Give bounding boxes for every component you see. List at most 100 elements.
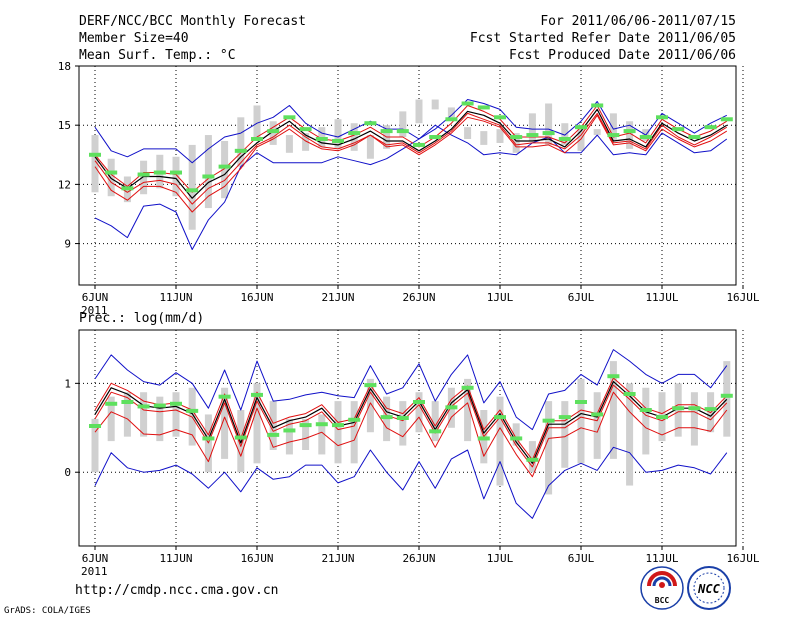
- ensemble-mean-marker: [494, 115, 506, 120]
- ensemble-mean-marker: [170, 401, 182, 406]
- ensemble-spread-bar: [140, 160, 148, 195]
- ensemble-mean-marker: [234, 148, 247, 153]
- ensemble-spread-bar: [431, 99, 439, 110]
- ensemble-spread-bar: [107, 396, 115, 442]
- ensemble-spread-bar: [123, 392, 131, 437]
- ensemble-spread-bar: [577, 378, 585, 464]
- ensemble-mean-marker: [688, 406, 701, 411]
- ensemble-mean-marker: [315, 422, 328, 427]
- ensemble-mean-marker: [494, 415, 506, 420]
- x-tick-label: 11JUL: [645, 552, 678, 565]
- ensemble-mean-marker: [105, 170, 118, 175]
- ensemble-mean-marker: [380, 129, 393, 134]
- ensemble-mean-marker: [688, 135, 701, 140]
- variable-label: Mean Surf. Temp.: °C: [79, 48, 236, 63]
- ensemble-spread-bar: [91, 418, 99, 473]
- ensemble-spread-bar: [464, 378, 472, 442]
- ensemble-mean-marker: [445, 117, 458, 122]
- x-year-label: 2011: [81, 304, 108, 317]
- ensemble-spread-bar: [431, 401, 439, 442]
- ensemble-mean-marker: [704, 407, 717, 412]
- ensemble-mean-marker: [348, 417, 361, 422]
- ensemble-spread-bar: [204, 135, 212, 209]
- forecast-period: For 2011/06/06-2011/07/15: [540, 14, 736, 29]
- svg-text:BCC: BCC: [655, 596, 670, 605]
- ensemble-mean-marker: [461, 385, 474, 390]
- outer-band-lower-line: [94, 124, 728, 250]
- outer-band-upper-line: [94, 349, 728, 431]
- ensemble-spread-bar: [609, 361, 617, 459]
- ensemble-mean-marker: [542, 131, 555, 136]
- ensemble-mean-marker: [461, 101, 474, 106]
- ensemble-spread-bar: [366, 135, 374, 159]
- inner-band-lower-line: [94, 391, 728, 478]
- ensemble-spread-bar: [269, 401, 277, 450]
- x-tick-label: 16JUN: [240, 291, 273, 304]
- ensemble-mean-marker: [332, 138, 344, 143]
- ensemble-mean-marker: [348, 131, 361, 136]
- median-line: [94, 381, 728, 464]
- ensemble-mean-marker: [591, 412, 604, 417]
- ensemble-mean-marker: [591, 103, 604, 108]
- ensemble-mean-marker: [202, 436, 215, 441]
- x-tick-label: 1JUL: [487, 552, 514, 565]
- ensemble-spread-bar: [690, 392, 698, 446]
- ensemble-spread-bar: [593, 129, 601, 136]
- y-tick-label: 1: [64, 377, 71, 390]
- ensemble-mean-marker: [283, 428, 296, 433]
- ensemble-spread-bar: [366, 378, 374, 433]
- source-url[interactable]: http://cmdp.ncc.cma.gov.cn: [75, 583, 279, 598]
- x-tick-label: 21JUN: [321, 552, 354, 565]
- ensemble-spread-bar: [253, 105, 261, 138]
- ensemble-spread-bar: [172, 392, 180, 437]
- ensemble-mean-marker: [332, 423, 344, 428]
- y-tick-label: 18: [58, 60, 71, 73]
- grads-credit: GrADS: COLA/IGES: [4, 606, 91, 616]
- ensemble-mean-marker: [704, 125, 717, 130]
- ensemble-mean-marker: [526, 457, 539, 462]
- ensemble-mean-marker: [137, 172, 150, 177]
- ensemble-spread-bar: [285, 135, 293, 153]
- ensemble-spread-bar: [415, 99, 423, 124]
- ensemble-spread-bar: [642, 387, 650, 455]
- ensemble-spread-bar: [91, 135, 99, 193]
- ensemble-mean-marker: [267, 129, 280, 134]
- plot-frame: [78, 329, 737, 547]
- svg-text:NCC: NCC: [697, 582, 720, 596]
- ensemble-spread-bar: [577, 125, 585, 151]
- ensemble-spread-bar: [253, 383, 261, 464]
- ensemble-mean-marker: [413, 142, 425, 147]
- outer-band-upper-line: [94, 99, 728, 164]
- x-tick-label: 6JUN: [82, 552, 109, 565]
- ensemble-mean-marker: [396, 129, 409, 134]
- y-tick-label: 12: [58, 178, 71, 191]
- ensemble-mean-marker: [364, 383, 377, 388]
- ensemble-mean-marker: [283, 115, 296, 120]
- ensemble-mean-marker: [315, 137, 328, 141]
- ensemble-mean-marker: [720, 393, 733, 398]
- ensemble-mean-marker: [186, 188, 199, 193]
- x-tick-label: 6JUN: [82, 291, 109, 304]
- ensemble-spread-bar: [496, 129, 504, 143]
- ensemble-mean-marker: [672, 406, 685, 411]
- y-tick-label: 15: [58, 119, 71, 132]
- ensemble-mean-marker: [672, 127, 685, 132]
- chart-title: DERF/NCC/BCC Monthly Forecast: [79, 14, 306, 29]
- ensemble-mean-marker: [380, 415, 393, 420]
- ensemble-mean-marker: [639, 408, 652, 412]
- ensemble-spread-bar: [723, 361, 731, 437]
- ensemble-spread-bar: [415, 392, 423, 433]
- ensemble-mean-marker: [510, 436, 523, 441]
- ensemble-spread-bar: [464, 127, 472, 139]
- ensemble-spread-bar: [561, 401, 569, 468]
- ensemble-spread-bar: [188, 144, 196, 230]
- ensemble-spread-bar: [480, 131, 488, 145]
- ensemble-mean-marker: [575, 125, 587, 130]
- ensemble-mean-marker: [89, 152, 101, 157]
- ensemble-spread-bar: [593, 392, 601, 459]
- ensemble-spread-bar: [221, 140, 229, 199]
- x-tick-label: 11JUN: [159, 552, 192, 565]
- ensemble-spread-bar: [302, 418, 310, 450]
- ensemble-mean-marker: [218, 164, 231, 169]
